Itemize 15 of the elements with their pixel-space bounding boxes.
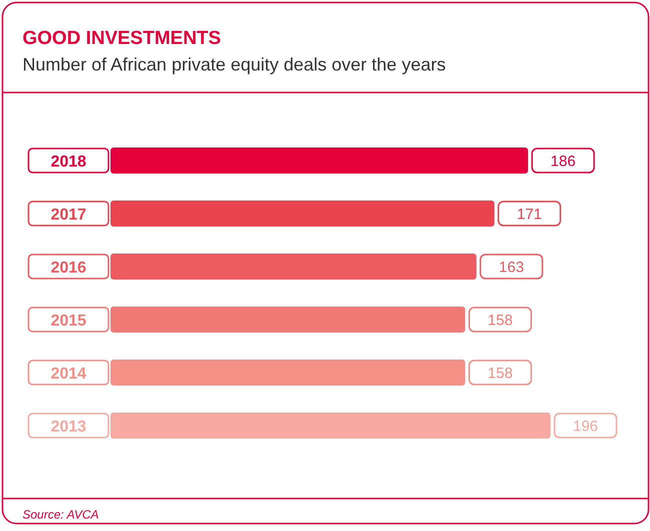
data-label: 158: [488, 365, 513, 382]
y-tick-label: 2016: [50, 260, 86, 276]
data-label: 158: [488, 312, 513, 329]
chart-subtitle: Number of African private equity deals over the years: [22, 54, 446, 74]
y-tick-label: 2013: [50, 418, 86, 436]
data-label: 196: [572, 418, 598, 435]
source-note: Source: AVCA: [22, 508, 99, 522]
y-tick-label: 2015: [50, 312, 86, 330]
data-label: 186: [550, 153, 576, 170]
data-label: 171: [516, 206, 542, 223]
y-tick-label: 2018: [50, 154, 86, 170]
chart-title: GOOD INVESTMENTS: [22, 28, 221, 49]
data-label: 163: [498, 259, 524, 276]
y-tick-label: 2014: [50, 366, 86, 382]
y-tick-label: 2017: [50, 206, 86, 224]
